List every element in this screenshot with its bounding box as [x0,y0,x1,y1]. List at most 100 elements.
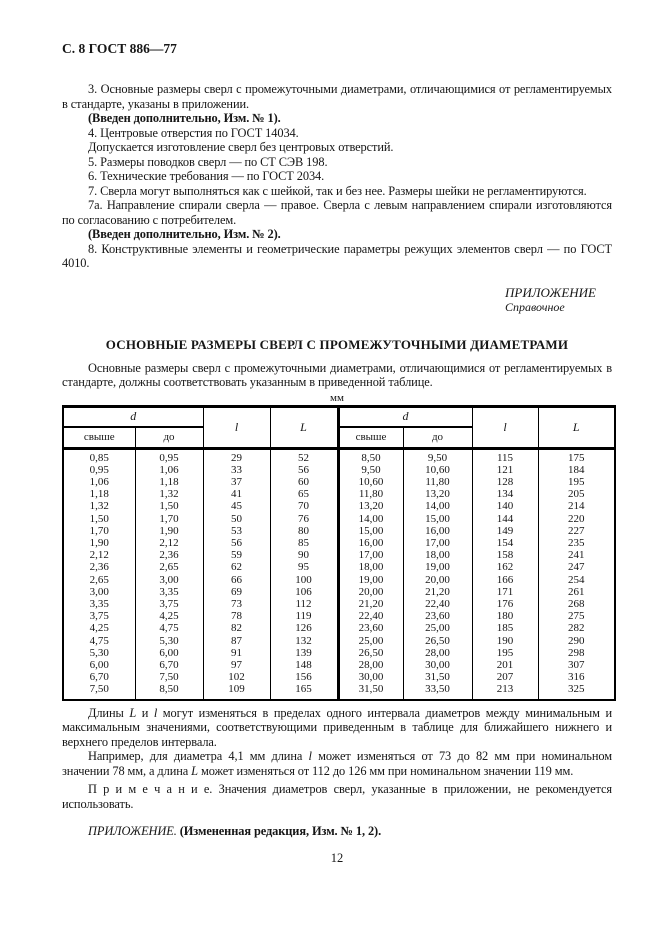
table-cell: 80 [269,524,338,537]
table-cell: 307 [537,658,615,672]
table-header-row-2: свыше до свыше до [63,426,615,450]
clause-5: 5. Размеры поводков сверл — по СТ СЭВ 19… [88,154,328,169]
table-cell: 156 [269,671,338,684]
table-cell: 3,35 [134,585,203,598]
clause-8: 8. Конструктивные элементы и геометричес… [62,241,612,271]
table-cell: 52 [269,448,338,464]
table-row: 3,35 3,75 73 112 21,20 22,40 176 268 [63,597,615,611]
text-run: Длины [88,705,130,720]
table-cell: 30,00 [336,671,403,684]
table-cell: 15,00 [402,512,472,525]
table-cell: 298 [537,646,615,659]
table-cell: 41 [202,488,270,501]
table-cell: 1,70 [134,512,203,525]
table-cell: 6,00 [89,658,109,671]
clause-3-amendment: (Введен дополнительно, Изм. № 1). [88,111,281,125]
table-cell: 2,12 [89,549,109,562]
col-header-l-right-label: l [503,419,507,434]
table-row: 1,50 1,70 50 76 14,00 15,00 144 220 [63,512,615,525]
table-cell: 22,40 [336,610,403,623]
table-cell: 60 [269,475,338,489]
appendix-reference-amendment: (Измененная редакция, Изм. № 1, 2). [179,824,382,839]
table-cell: 28,00 [402,646,472,659]
table-cell: 220 [537,512,615,525]
col-header-L-left: L [269,406,338,450]
table-cell: 241 [537,549,615,562]
table-cell: 18,00 [402,549,472,562]
table-cell: 8,50 [336,448,403,464]
col-header-d-right: d [336,406,472,428]
col-header-l-right: l [471,406,538,450]
table-cell: 205 [537,488,615,501]
table-cell: 0,85 [89,451,109,464]
table-row: 2,12 2,36 59 90 17,00 18,00 158 241 [63,549,615,562]
table-cell: 325 [537,683,615,700]
table-cell: 10,60 [336,475,403,489]
col-header-to-left: до [134,426,203,450]
col-header-l-left-label: l [234,419,239,434]
table-cell: 166 [471,573,538,586]
table-cell: 33 [202,463,270,476]
table-row: 2,36 2,65 62 95 18,00 19,00 162 247 [63,561,615,574]
table-row: 1,18 1,32 41 65 11,80 13,20 134 205 [63,488,615,501]
table-cell: 247 [537,561,615,574]
lengths-paragraph: Длины L и l могут изменяться в пределах … [62,706,612,750]
table-cell: 1,18 [89,488,109,501]
table-cell: 91 [202,646,270,659]
page-number: 12 [330,850,344,865]
clause-3: 3. Основные размеры сверл с промежуточны… [62,82,612,111]
table-header: d l L d l L свыше до свыше до [63,406,615,450]
table-cell: 37 [202,475,270,489]
table-row: 2,65 3,00 66 100 19,00 20,00 166 254 [63,573,615,586]
text-run: Например, для диаметра 4,1 мм длина [88,749,309,764]
appendix-title: ОСНОВНЫЕ РАЗМЕРЫ СВЕРЛ С ПРОМЕЖУТОЧНЫМИ … [105,336,569,352]
table-cell: 201 [471,658,538,672]
col-header-d-left: d [63,406,203,428]
appendix-label: ПРИЛОЖЕНИЕ Справочное [505,285,612,315]
table-cell: 2,36 [134,549,203,562]
table-cell: 56 [269,463,338,476]
table-cell: 20,00 [336,585,403,598]
table-cell: 90 [269,549,338,562]
table-cell: 162 [471,561,538,574]
text-run: и [136,705,154,720]
table-cell: 139 [269,646,338,659]
table-cell: 3,75 [89,610,109,623]
table-cell: 7,50 [89,683,109,696]
table-cell: 15,00 [336,524,403,537]
table-cell: 95 [269,561,338,574]
col-header-to-right: до [402,426,472,450]
table-cell: 17,00 [336,549,403,562]
table-header-row-1: d l L d l L [63,406,615,450]
table-cell: 10,60 [402,463,472,476]
table-cell: 28,00 [336,658,403,672]
clause-4-note: Допускается изготовление сверл без центр… [88,140,394,154]
table-cell: 0,95 [89,463,109,476]
table-cell: 190 [471,634,538,647]
table-cell: 33,50 [402,683,472,700]
dimensions-table: d l L d l L свыше до свыше до 0,85 0,95 29… [62,404,616,701]
table-cell: 180 [471,610,538,623]
appendix-reference: ПРИЛОЖЕНИЕ. (Измененная редакция, Изм. №… [62,824,612,839]
table-row: 7,50 8,50 109 165 31,50 33,50 213 325 [63,683,615,700]
table-cell: 11,80 [402,475,472,489]
table-cell: 4,25 [134,610,203,623]
table-cell: 268 [537,597,615,611]
table-cell: 3,75 [134,597,203,611]
table-cell: 1,70 [89,524,109,537]
note-paragraph: П р и м е ч а н и е. Значения диаметров … [62,782,612,811]
table-row: 4,75 5,30 87 132 25,00 26,50 190 290 [63,634,615,647]
table-cell: 45 [202,500,270,513]
table-cell: 126 [269,622,338,635]
table-cell: 282 [537,622,615,635]
table-cell: 112 [269,597,338,611]
table-cell: 165 [269,683,338,700]
table-row: 0,85 0,95 29 52 8,50 9,50 115 175 [63,448,615,464]
col-header-L-left-label: L [300,419,307,434]
table-cell: 56 [202,536,270,550]
clauses-block: 3. Основные размеры сверл с промежуточны… [62,82,612,271]
col-header-d-left-label: d [130,409,137,423]
col-header-d-right-label: d [402,409,409,423]
table-cell: 6,70 [134,658,203,672]
